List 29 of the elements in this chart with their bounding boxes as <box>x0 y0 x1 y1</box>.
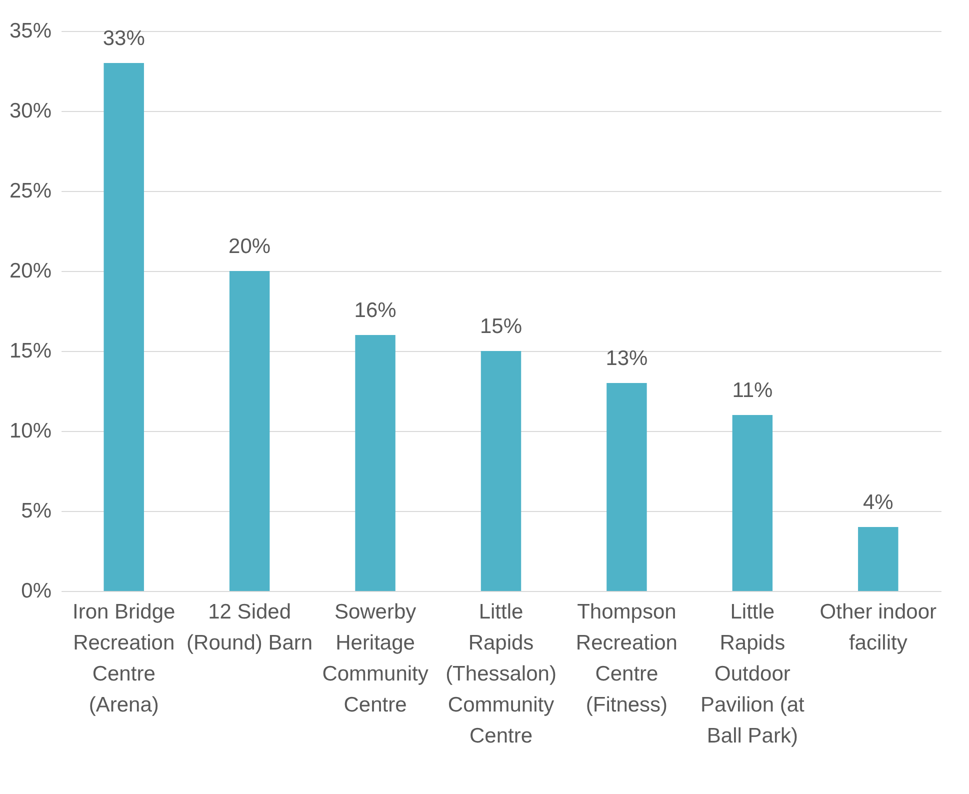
y-tick-label: 15% <box>9 340 52 362</box>
bar <box>732 415 773 591</box>
bar <box>229 271 270 591</box>
data-label: 11% <box>732 379 773 402</box>
bar <box>858 527 898 591</box>
bar <box>606 383 647 591</box>
data-label: 13% <box>606 347 648 370</box>
y-tick-label: 35% <box>9 20 52 42</box>
y-tick-label: 0% <box>21 580 52 602</box>
x-tick-label: Little Rapids (Thessalon) Community Centre <box>446 600 556 748</box>
bar <box>104 63 144 591</box>
bar <box>355 335 396 591</box>
y-tick-label: 20% <box>9 260 52 282</box>
x-tick-label: Thompson Recreation Centre (Fitness) <box>576 600 678 716</box>
x-tick-label: Other indoor facility <box>820 600 937 654</box>
y-tick-label: 5% <box>21 500 52 522</box>
data-label: 4% <box>862 491 894 514</box>
x-tick-label: 12 Sided (Round) Barn <box>186 600 313 654</box>
data-label: 16% <box>354 299 396 322</box>
data-label: 20% <box>228 235 271 258</box>
bar <box>480 351 522 591</box>
data-label: 15% <box>480 315 522 338</box>
x-tick-label: Sowerby Heritage Community Centre <box>322 600 429 716</box>
x-tick-label: Iron Bridge Recreation Centre (Arena) <box>72 600 176 716</box>
y-tick-label: 25% <box>9 180 52 202</box>
data-label: 33% <box>102 27 145 50</box>
y-tick-label: 10% <box>9 420 52 442</box>
x-tick-label: Little Rapids Outdoor Pavilion (at Ball Park) <box>700 600 805 748</box>
y-tick-label: 30% <box>9 100 52 122</box>
